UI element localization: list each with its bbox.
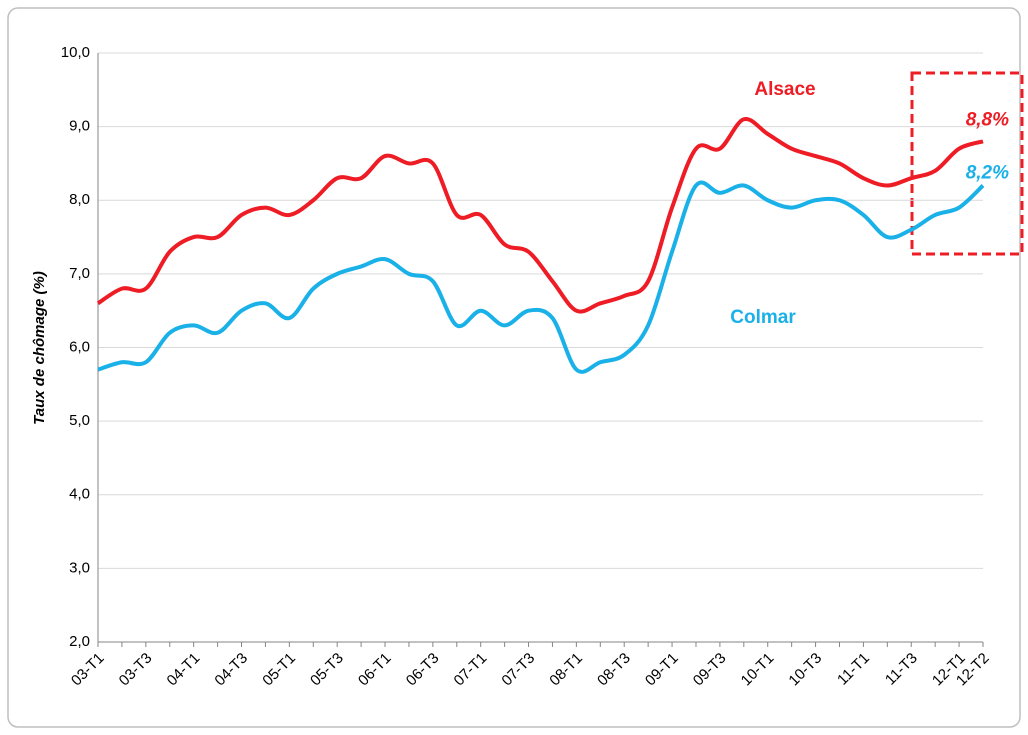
y-tick-label: 5,0 (69, 412, 90, 429)
y-tick-label: 10,0 (61, 44, 90, 61)
y-axis-label: Taux de chômage (%) (31, 271, 48, 425)
chart-frame (7, 7, 1021, 728)
y-tick-label: 4,0 (69, 486, 90, 503)
highlight-box (910, 71, 1024, 256)
data-label: 8,8% (966, 109, 1009, 130)
data-label: 8,2% (966, 163, 1009, 184)
y-tick-label: 7,0 (69, 265, 90, 282)
y-tick-label: 9,0 (69, 118, 90, 135)
y-tick-label: 2,0 (69, 633, 90, 650)
series-label: Alsace (754, 79, 815, 100)
series-line (97, 180, 985, 374)
y-tick-label: 8,0 (69, 191, 90, 208)
series-label: Colmar (730, 307, 796, 328)
y-tick-label: 6,0 (69, 338, 90, 355)
y-tick-label: 3,0 (69, 559, 90, 576)
series-line (96, 116, 984, 314)
